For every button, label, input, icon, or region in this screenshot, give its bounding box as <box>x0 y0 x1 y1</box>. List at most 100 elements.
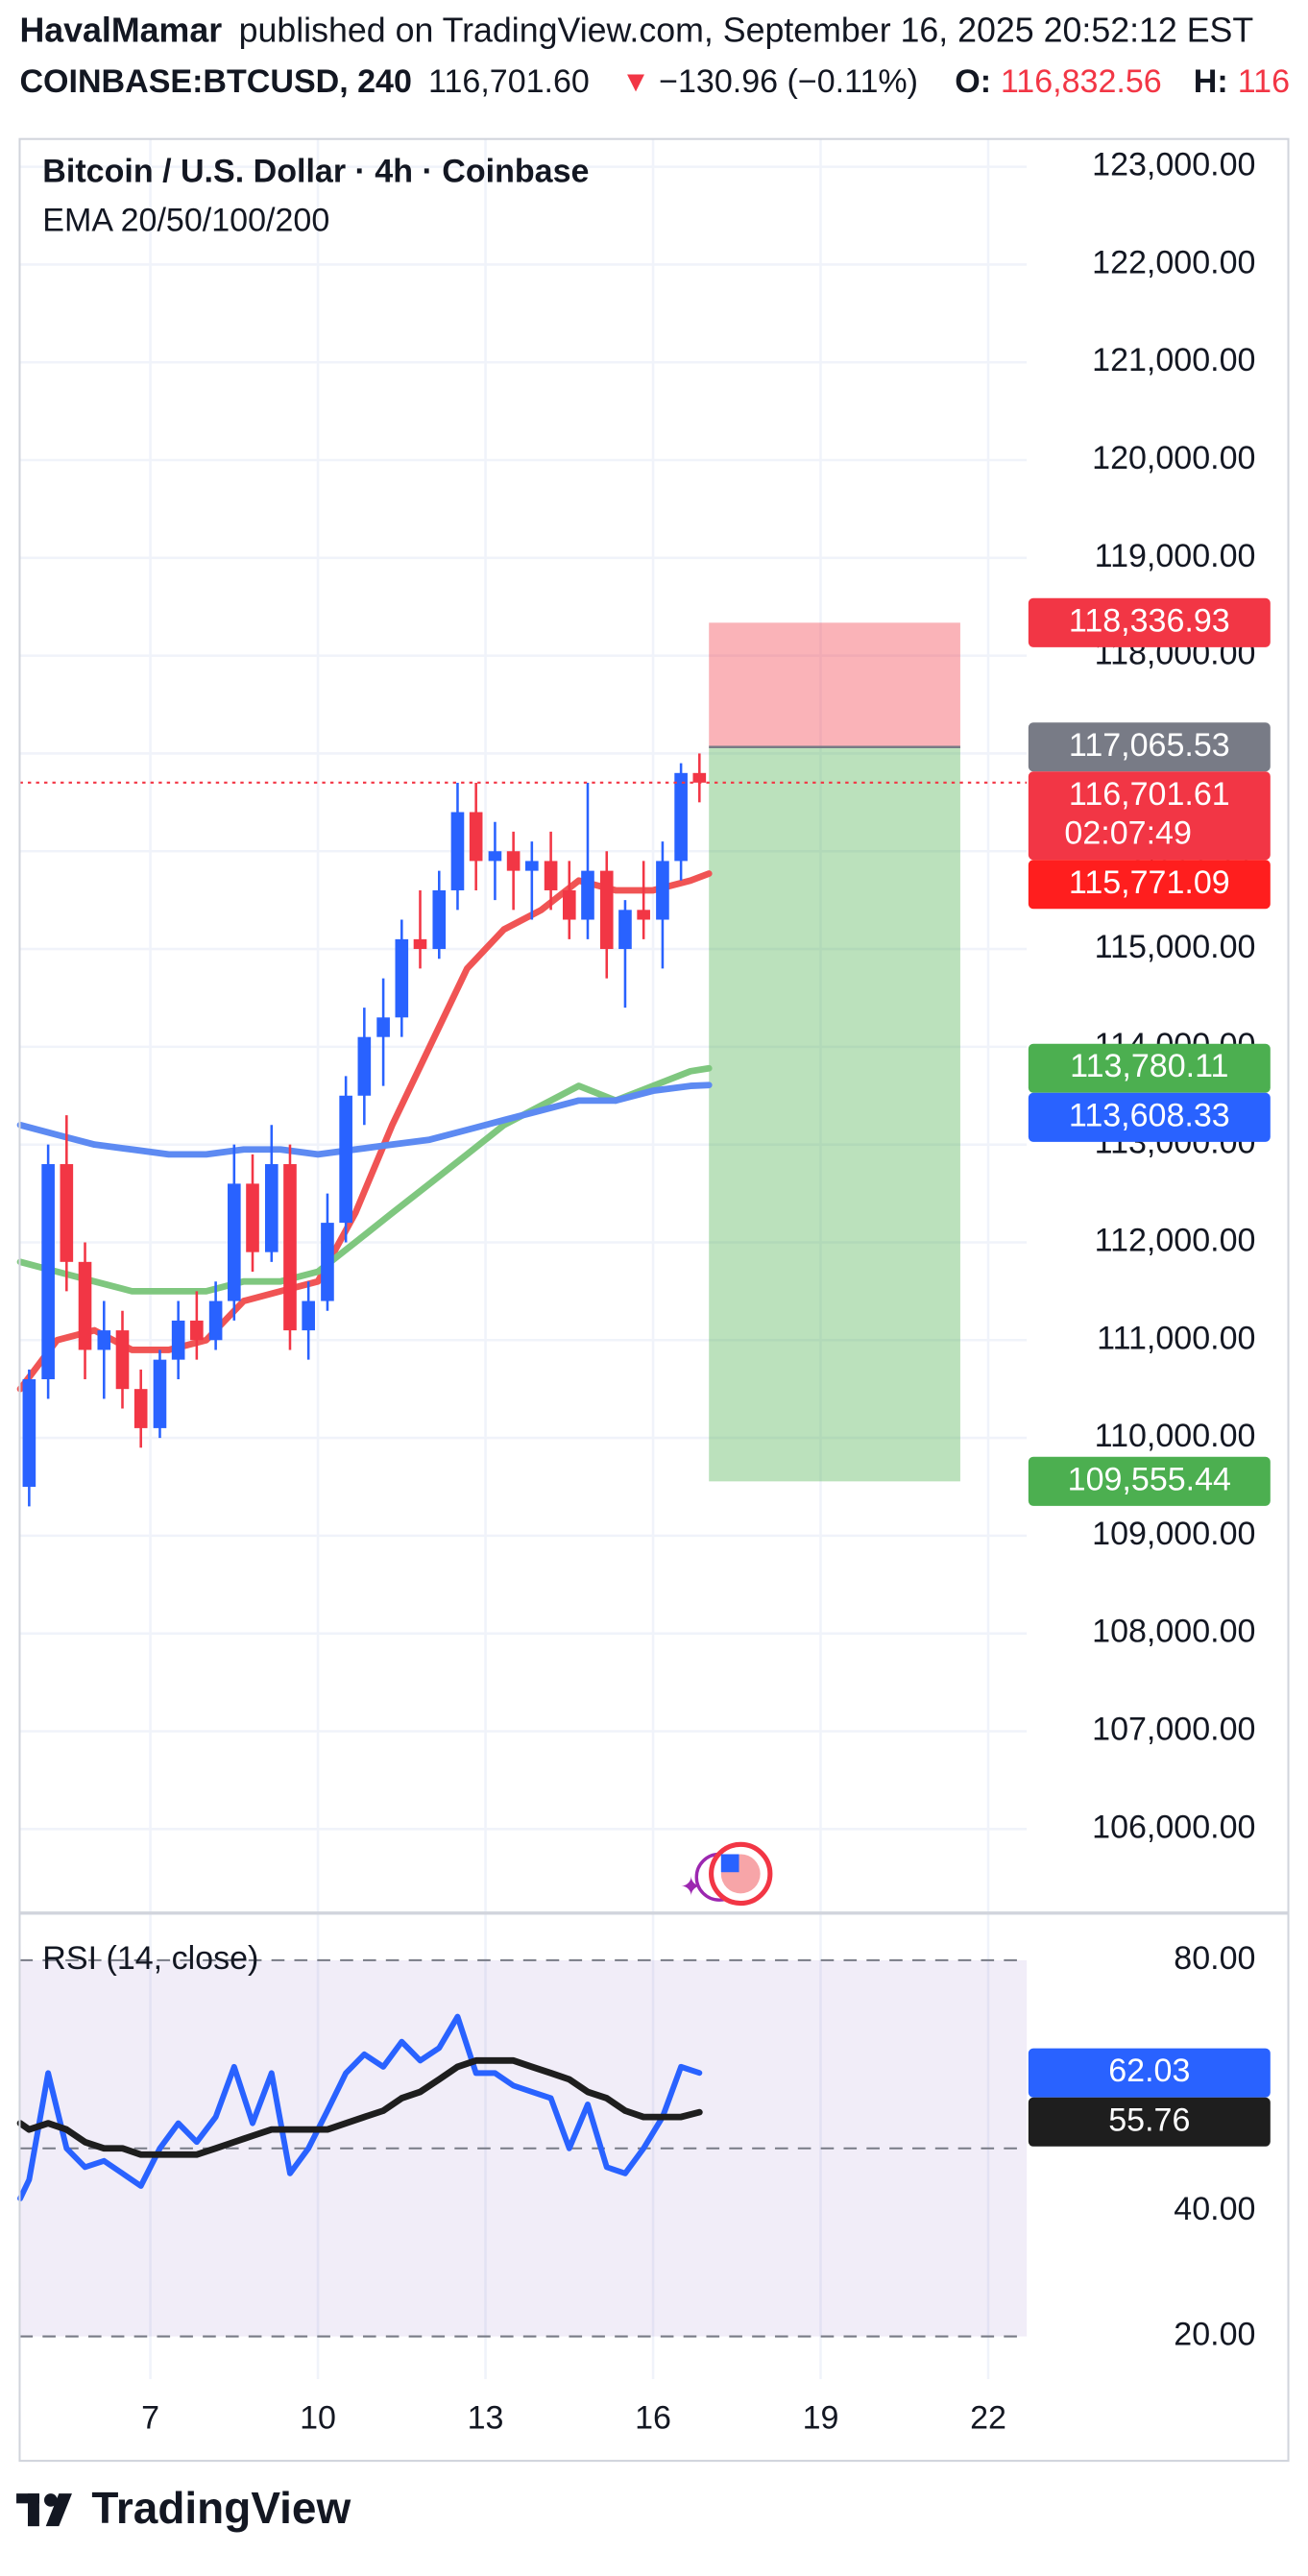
candle-body <box>115 1330 130 1390</box>
high-value: 116 <box>1238 63 1290 100</box>
candle-body <box>208 1300 223 1341</box>
open-label: O: <box>955 63 991 100</box>
candle-body <box>674 772 688 862</box>
candle-body <box>246 1183 259 1252</box>
y-tick-label: 108,000.00 <box>1092 1614 1255 1650</box>
candle-body <box>264 1164 279 1252</box>
published: published on TradingView.com, September … <box>239 11 1254 49</box>
tv-logo <box>16 2493 72 2527</box>
candle-body <box>395 938 409 1018</box>
y-tick-label: 123,000.00 <box>1092 147 1255 183</box>
y-tick-label: 121,000.00 <box>1092 342 1255 378</box>
candle-body <box>171 1320 185 1360</box>
y-tick-label: 111,000.00 <box>1097 1320 1255 1356</box>
candle-body <box>562 889 576 920</box>
candle-body <box>692 772 707 783</box>
candle-body <box>488 851 502 862</box>
candle-body <box>228 1183 241 1301</box>
chart-subtitle: EMA 20/50/100/200 <box>42 203 329 239</box>
candle-body <box>302 1300 315 1331</box>
candle-body <box>153 1359 167 1428</box>
symbol: COINBASE:BTCUSD, 240 <box>19 63 411 100</box>
price-badge <box>1028 1456 1271 1506</box>
event-icon: ✦ <box>680 1841 773 1907</box>
candle-body <box>22 1378 36 1487</box>
y-tick-label: 109,000.00 <box>1092 1516 1255 1552</box>
price-badge-label: 109,555.44 <box>1068 1461 1231 1497</box>
line-series <box>17 2013 703 2201</box>
candle-body <box>525 861 539 871</box>
line-series <box>16 1081 713 1158</box>
chart-title: Bitcoin / U.S. Dollar · 4h · Coinbase <box>42 153 589 189</box>
candle-body <box>450 812 465 890</box>
candle-body <box>133 1389 148 1428</box>
candle-body <box>618 910 632 950</box>
price-badge <box>1028 2048 1271 2098</box>
line-series <box>16 2056 703 2158</box>
price-badge <box>1028 860 1271 910</box>
y-tick-label: 122,000.00 <box>1092 244 1255 280</box>
y-tick-label: 20.00 <box>1174 2317 1255 2353</box>
target-zone <box>709 746 960 1482</box>
open-value: 116,832.56 <box>1001 63 1162 100</box>
price-badge <box>1028 1092 1271 1142</box>
candle-body <box>78 1261 92 1350</box>
brand: TradingView <box>91 2483 351 2533</box>
candle-body <box>97 1330 111 1350</box>
last-price: 116,701.60 <box>428 63 590 100</box>
candle-body <box>506 851 521 871</box>
x-tick-label: 22 <box>970 2400 1006 2437</box>
y-tick-label: 40.00 <box>1174 2191 1255 2227</box>
candle-body <box>376 1017 390 1037</box>
x-tick-label: 13 <box>468 2400 504 2437</box>
x-tick-label: 16 <box>635 2400 671 2437</box>
candle-body <box>581 870 594 920</box>
change-arrow: ▼ <box>621 65 650 98</box>
rsi-title: RSI (14, close) <box>42 1940 258 1977</box>
plot: 7 10 13 16 19 22 106,000.00 107,000.00 108,000.0… <box>16 138 1271 2437</box>
y-tick-label: 106,000.00 <box>1092 1809 1255 1845</box>
price-badge-label: 116,701.61 <box>1069 776 1230 813</box>
logo-part <box>45 2493 72 2527</box>
price-badge-label: 115,771.09 <box>1069 864 1230 901</box>
candle-body <box>283 1164 297 1331</box>
y-tick-label: 80.00 <box>1174 1940 1255 1977</box>
price-badge-label: 62.03 <box>1108 2053 1190 2089</box>
frame <box>18 137 1290 2463</box>
y-tick-label: 112,000.00 <box>1095 1222 1256 1258</box>
x-tick-label: 10 <box>300 2400 336 2437</box>
y-tick-label: 107,000.00 <box>1092 1711 1255 1747</box>
price-badge <box>1028 722 1271 772</box>
price-badge <box>1028 771 1271 861</box>
change: −130.96 (−0.11%) <box>659 63 918 100</box>
candle-body <box>469 812 483 862</box>
candle-body <box>432 889 447 950</box>
candle-body <box>544 861 558 890</box>
price-badge <box>1028 1043 1271 1093</box>
stop-zone <box>709 622 960 747</box>
candle-body <box>357 1036 372 1096</box>
x-tick-label: 7 <box>141 2400 159 2437</box>
price-badge-label: 113,608.33 <box>1069 1097 1230 1133</box>
logo-part <box>44 2493 58 2507</box>
price-badge-label: 113,780.11 <box>1070 1048 1228 1084</box>
high-label: H: <box>1194 63 1228 100</box>
author: HavalMamar <box>19 11 222 49</box>
sparkle: ✦ <box>680 1871 702 1901</box>
countdown: 02:07:49 <box>1064 815 1191 852</box>
candle-body <box>321 1223 334 1301</box>
price-badge <box>1028 597 1271 647</box>
y-tick-label: 115,000.00 <box>1095 929 1256 965</box>
candle-body <box>637 910 650 920</box>
candle-body <box>599 870 614 950</box>
flag-canton <box>720 1854 739 1873</box>
price-badge-label: 118,336.93 <box>1069 602 1230 639</box>
y-tick-label: 119,000.00 <box>1095 538 1256 574</box>
price-badge <box>1028 2097 1271 2147</box>
candle-body <box>339 1095 352 1224</box>
candle-body <box>656 861 669 920</box>
candle-body <box>60 1164 74 1262</box>
price-badge-label: 117,065.53 <box>1069 727 1230 764</box>
